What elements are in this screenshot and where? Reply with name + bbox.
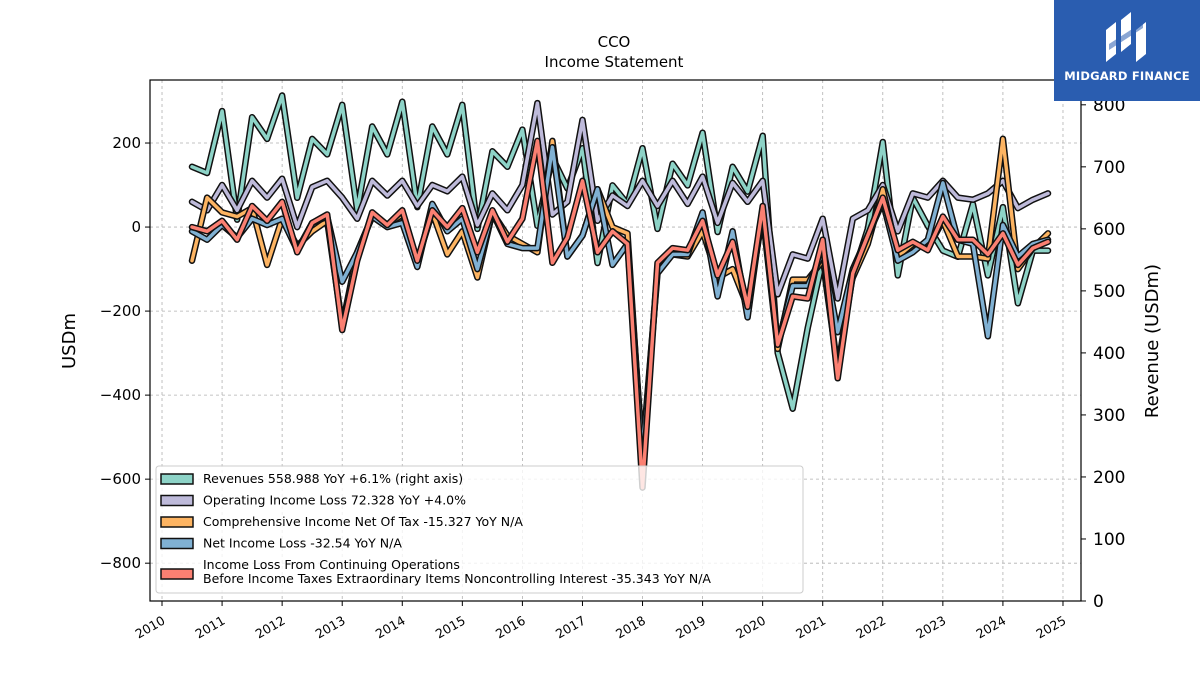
x-tick-label: 2012: [253, 613, 288, 642]
y2-tick-label: 600: [1093, 220, 1125, 240]
legend-label: Operating Income Loss 72.328 YoY +4.0%: [203, 493, 466, 508]
chart-title: CCO: [598, 33, 631, 51]
x-tick-label: 2011: [193, 613, 228, 642]
legend-label: Comprehensive Income Net Of Tax -15.327 …: [203, 514, 523, 529]
y2-tick-label: 700: [1093, 158, 1125, 178]
legend-swatch: [160, 537, 194, 550]
x-tick-label: 2022: [853, 613, 888, 642]
y-tick-label: −800: [100, 554, 141, 572]
x-tick-label: 2014: [373, 613, 408, 642]
legend-box: [155, 465, 804, 594]
y2-tick-label: 200: [1093, 468, 1125, 488]
y2-tick-label: 400: [1093, 344, 1125, 364]
series-line: [190, 139, 1050, 490]
x-tick-label: 2024: [973, 613, 1008, 642]
series-line: [190, 101, 1050, 301]
legend-swatch: [160, 494, 194, 507]
y2-tick-label: 300: [1093, 406, 1125, 426]
legend-swatch: [160, 473, 194, 485]
legend-label: Net Income Loss -32.54 YoY N/A: [203, 536, 402, 551]
x-tick-label: 2015: [433, 613, 468, 642]
series-2: [188, 135, 1052, 466]
x-tick-label: 2013: [313, 613, 348, 642]
series-4: [188, 137, 1052, 491]
legend: Revenues 558.988 YoY +6.1% (right axis) O…: [155, 465, 804, 594]
x-tick-label: 2025: [1033, 613, 1068, 642]
y2-tick-label: 0: [1093, 592, 1104, 612]
x-tick-label: 2023: [913, 613, 948, 642]
series-line: [190, 93, 1050, 411]
legend-label: Income Loss From Continuing Operations Be…: [203, 557, 711, 586]
x-tick-label: 2020: [733, 613, 768, 642]
legend-swatch: [160, 568, 194, 580]
y2-tick-label: 500: [1093, 282, 1125, 302]
y-tick-label: 0: [131, 218, 141, 236]
y-tick-label: 200: [112, 134, 141, 152]
x-tick-label: 2017: [553, 613, 588, 642]
series-layer: [188, 92, 1052, 491]
legend-label: Revenues 558.988 YoY +6.1% (right axis): [203, 471, 463, 486]
series-outline: [188, 135, 1052, 466]
legend-swatch: [160, 516, 194, 528]
y2-axis-label: Revenue (USDm): [1142, 264, 1163, 418]
chart-subtitle: Income Statement: [545, 53, 684, 71]
y-tick-label: −600: [100, 470, 141, 488]
y2-tick-label: 100: [1093, 530, 1125, 550]
x-tick-label: 2016: [493, 613, 528, 642]
brand-mark-icon: [1106, 12, 1146, 62]
series-line: [190, 137, 1050, 465]
x-tick-label: 2010: [132, 613, 167, 642]
y-tick-label: −400: [100, 386, 141, 404]
x-tick-label: 2019: [673, 613, 708, 642]
series-0: [188, 92, 1052, 412]
series-1: [188, 99, 1052, 302]
plot-frame: [149, 79, 1082, 602]
x-tick-label: 2018: [613, 613, 648, 642]
y-axis-label: USDm: [59, 313, 80, 369]
brand-name: MIDGARD FINANCE: [1064, 69, 1190, 83]
y-tick-label: −200: [100, 302, 141, 320]
x-tick-label: 2021: [793, 613, 828, 642]
brand-logo: MIDGARD FINANCE: [1054, 0, 1200, 101]
